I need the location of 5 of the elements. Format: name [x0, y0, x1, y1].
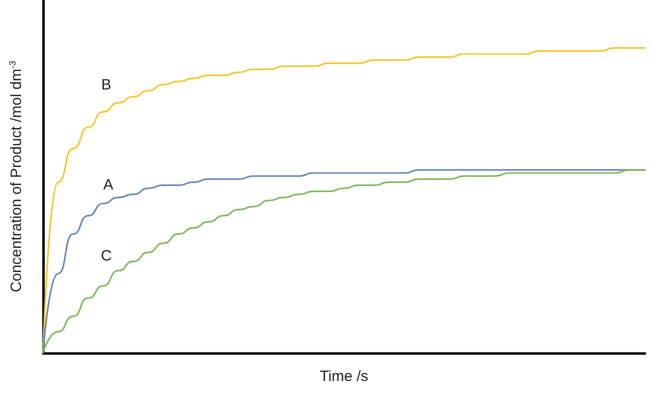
series-label: A [103, 176, 114, 194]
series-label: C [100, 248, 112, 265]
y-axis-title: Concentration of Product /mol dm-3 [8, 60, 25, 292]
x-axis-title: Time /s [320, 368, 368, 385]
series-label: B [101, 76, 112, 94]
